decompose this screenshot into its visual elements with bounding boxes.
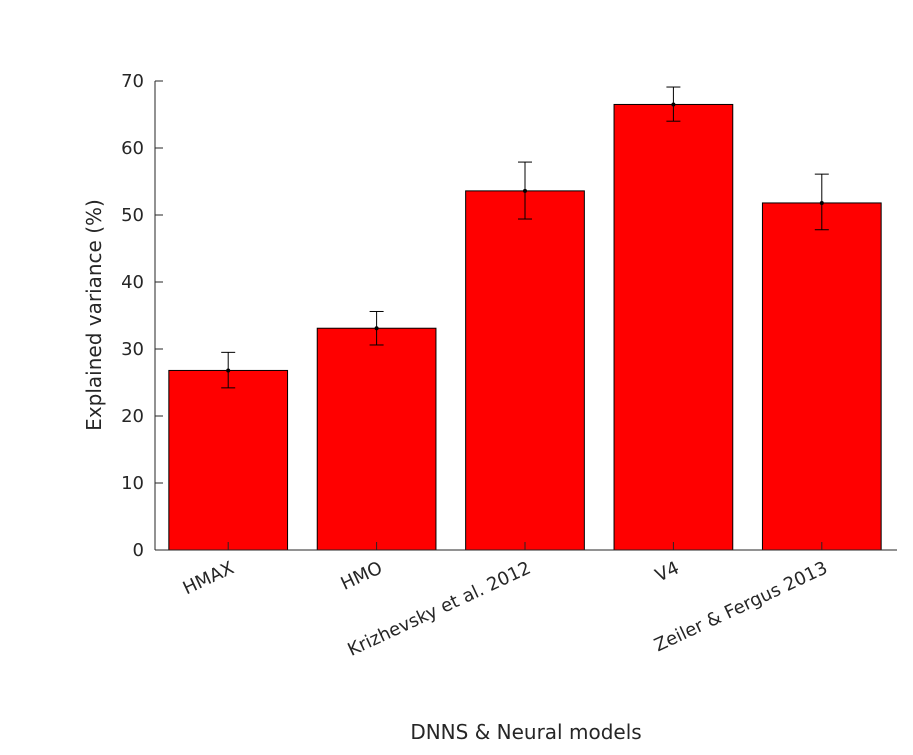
bar-3 — [465, 190, 585, 551]
y-tick-label: 0 — [133, 540, 144, 561]
error-bar-3 — [518, 161, 532, 220]
axes-group — [154, 81, 897, 551]
error-bar-2 — [369, 310, 384, 346]
mean-point — [523, 188, 527, 193]
bar-2 — [316, 327, 437, 551]
y-axis-label: Explained variance (%) — [82, 199, 106, 431]
error-bar-1 — [221, 351, 236, 389]
y-tick-label: 60 — [121, 138, 144, 159]
y-tick-label: 20 — [121, 406, 144, 427]
y-tick-label: 50 — [121, 205, 144, 226]
bar-1 — [168, 369, 289, 551]
mean-point — [671, 102, 676, 107]
y-tick-label: 30 — [121, 339, 144, 360]
x-tick-label: HMAX — [180, 557, 238, 599]
error-bar-5 — [814, 173, 829, 231]
y-ticks-group: 0 10 20 30 40 50 60 70 — [121, 71, 163, 561]
error-bar-4 — [666, 86, 681, 122]
y-tick-label: 40 — [121, 272, 144, 293]
y-tick-label: 10 — [121, 473, 144, 494]
x-tick-label: HMO — [338, 557, 386, 594]
mean-point — [374, 326, 379, 331]
mean-point — [819, 200, 824, 205]
y-tick-label: 70 — [121, 71, 144, 92]
bar-4 — [613, 103, 734, 551]
x-tick-label: V4 — [652, 557, 682, 586]
mean-point — [226, 368, 231, 373]
x-axis-label: DNNS & Neural models — [410, 720, 641, 744]
bar-5 — [761, 202, 882, 551]
error-bars-group — [221, 86, 829, 389]
